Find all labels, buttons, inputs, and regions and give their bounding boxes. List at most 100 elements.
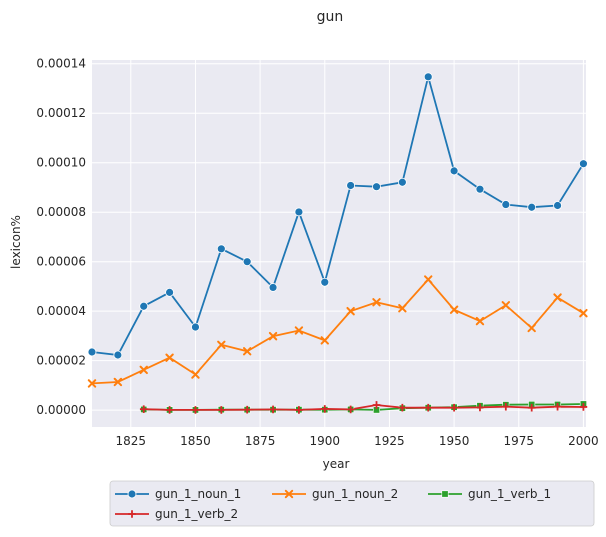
data-point-gun_1_noun_1 [242, 257, 252, 267]
legend: gun_1_noun_1 gun_1_noun_2 gun_1_verb_1 gun_… [109, 480, 595, 527]
data-point-gun_1_verb_2 [424, 403, 433, 412]
x-tick-label: 2000 [568, 434, 599, 448]
data-point-gun_1_noun_2 [398, 304, 407, 313]
series-markers [87, 72, 588, 414]
data-point-gun_1_noun_2 [139, 365, 148, 375]
y-tick-label: 0.00010 [36, 156, 86, 170]
data-point-gun_1_noun_2 [320, 336, 329, 345]
legend-marker-gun_1_verb_2 [128, 510, 136, 518]
y-tick-label: 0.00006 [36, 255, 86, 269]
data-point-gun_1_noun_1 [553, 201, 562, 210]
data-point-gun_1_verb_2 [450, 403, 458, 412]
data-point-gun_1_noun_1 [216, 244, 226, 254]
data-point-gun_1_noun_1 [294, 207, 304, 217]
data-point-gun_1_noun_1 [113, 350, 123, 360]
data-point-gun_1_noun_1 [268, 283, 278, 292]
data-point-gun_1_noun_2 [268, 331, 278, 341]
legend-marker-gun_1_noun_1 [127, 489, 137, 499]
data-point-gun_1_noun_1 [475, 184, 485, 194]
data-point-gun_1_noun_2 [242, 347, 252, 356]
data-point-gun_1_noun_2 [372, 298, 381, 307]
series-line-gun_1_verb_2 [143, 404, 584, 411]
data-point-gun_1_noun_1 [501, 200, 511, 209]
x-tick-label: 1875 [245, 434, 276, 448]
data-point-gun_1_noun_1 [527, 202, 537, 212]
data-point-gun_1_verb_2 [372, 401, 381, 409]
data-point-gun_1_noun_1 [165, 287, 174, 297]
data-point-gun_1_verb_2 [346, 405, 355, 414]
data-point-gun_1_noun_1 [579, 159, 588, 169]
data-point-gun_1_noun_2 [346, 306, 355, 316]
legend-label: gun_1_noun_1 [155, 487, 241, 501]
legend-item: gun_1_noun_2 [272, 487, 398, 501]
data-point-gun_1_verb_2 [139, 405, 148, 413]
series-line-gun_1_noun_1 [91, 73, 585, 356]
data-point-gun_1_verb_2 [191, 406, 200, 414]
data-point-gun_1_noun_2 [553, 293, 562, 302]
x-tick-label: 1900 [310, 434, 341, 448]
data-point-gun_1_verb_2 [502, 402, 510, 411]
legend-label: gun_1_noun_2 [312, 487, 398, 501]
data-point-gun_1_noun_1 [320, 277, 330, 287]
data-point-gun_1_verb_2 [398, 403, 407, 412]
data-point-gun_1_verb_2 [320, 405, 329, 413]
data-point-gun_1_verb_2 [579, 403, 588, 411]
x-tick-label: 1975 [503, 434, 534, 448]
data-point-gun_1_noun_1 [87, 347, 97, 357]
y-tick-label: 0.00014 [36, 57, 86, 71]
legend-marker-gun_1_verb_1 [441, 490, 449, 498]
data-point-gun_1_noun_2 [294, 326, 304, 335]
legend-label: gun_1_verb_2 [155, 507, 238, 521]
y-tick-label: 0.00012 [36, 106, 86, 120]
plot-area [92, 60, 586, 427]
data-point-gun_1_noun_2 [501, 301, 511, 310]
data-point-gun_1_noun_2 [87, 379, 97, 388]
data-point-gun_1_verb_2 [217, 406, 226, 414]
data-point-gun_1_verb_2 [476, 403, 484, 412]
data-point-gun_1_verb_2 [295, 406, 303, 414]
data-point-gun_1_noun_1 [372, 182, 381, 192]
legend-item: gun_1_verb_2 [115, 507, 238, 521]
legend-item: gun_1_noun_1 [115, 487, 241, 501]
y-tick-label: 0.00004 [36, 304, 86, 318]
data-point-gun_1_noun_1 [191, 322, 200, 332]
legend-marker-gun_1_noun_2 [284, 489, 294, 499]
data-point-gun_1_verb_2 [243, 405, 251, 414]
data-point-gun_1_verb_2 [269, 405, 277, 414]
x-tick-label: 1850 [180, 434, 211, 448]
data-point-gun_1_noun_2 [527, 323, 536, 333]
grid [92, 60, 586, 427]
data-point-gun_1_noun_2 [424, 275, 433, 284]
data-point-gun_1_noun_2 [191, 370, 200, 379]
x-tick-label: 1950 [439, 434, 470, 448]
legend-box [109, 480, 595, 527]
y-tick-labels: 0.00000 0.00002 0.00004 0.00006 0.00008 0.000… [36, 57, 86, 417]
data-point-gun_1_noun_2 [449, 305, 459, 314]
legend-label: gun_1_verb_1 [468, 487, 551, 501]
x-tick-label: 1925 [374, 434, 405, 448]
legend-item: gun_1_verb_1 [428, 487, 551, 501]
data-point-gun_1_noun_1 [139, 301, 149, 311]
y-tick-label: 0.00008 [36, 205, 86, 219]
data-point-gun_1_verb_2 [553, 402, 562, 411]
data-point-gun_1_noun_2 [579, 308, 588, 318]
data-point-gun_1_noun_1 [449, 166, 459, 176]
data-point-gun_1_noun_2 [475, 316, 485, 326]
y-tick-label: 0.00002 [36, 354, 86, 368]
data-point-gun_1_noun_1 [423, 72, 433, 82]
series-lines [91, 73, 585, 411]
data-point-gun_1_verb_2 [527, 403, 536, 412]
x-tick-label: 1825 [116, 434, 147, 448]
data-point-gun_1_noun_1 [397, 177, 407, 187]
chart-title: gun [317, 9, 344, 25]
series-line-gun_1_noun_2 [91, 278, 584, 385]
data-point-gun_1_verb_2 [165, 406, 174, 414]
x-axis-label: year [323, 457, 350, 471]
x-tick-labels: 1825 1850 1875 1900 1925 1950 1975 2000 [116, 434, 599, 448]
y-axis-label: lexicon% [9, 215, 23, 269]
data-point-gun_1_noun_2 [217, 340, 226, 350]
data-point-gun_1_noun_2 [165, 353, 174, 362]
y-tick-label: 0.00000 [36, 403, 86, 417]
data-point-gun_1_noun_2 [113, 377, 123, 387]
